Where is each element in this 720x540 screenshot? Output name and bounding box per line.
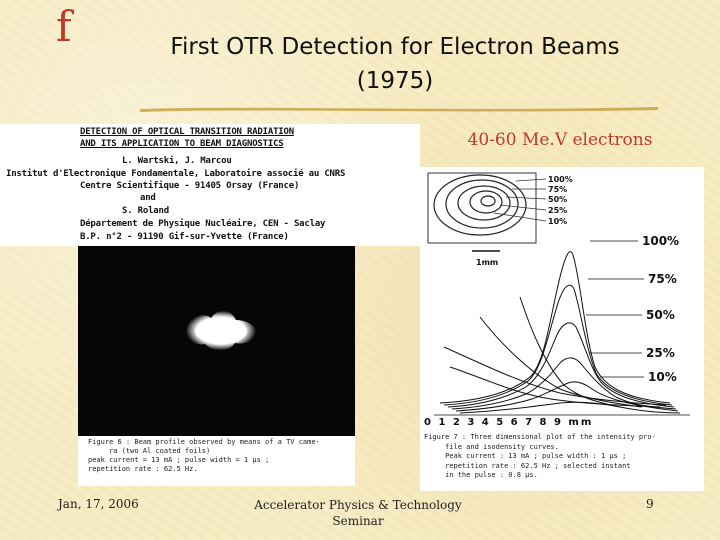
beam-profile-photo (78, 246, 355, 436)
level-label: 25% (646, 346, 675, 360)
contour-label: 25% (548, 206, 567, 215)
paper-header-scan: DETECTION OF OPTICAL TRANSITION RADIATIO… (0, 124, 420, 246)
contour-label: 75% (548, 185, 567, 194)
isodensity-contours (433, 174, 527, 236)
intensity-3d-plot: 100% 75% 50% 25% 10% 1mm (424, 172, 690, 428)
level-labels: 100% 75% 50% 25% 10% (642, 234, 679, 384)
paper-authors: L. Wartski, J. Marcou (122, 156, 232, 166)
contour-leader-lines (493, 178, 547, 222)
level-lines (586, 240, 644, 378)
paper-affiliation-1: Institut d'Electronique Fondamentale, La… (6, 169, 346, 179)
paper-author-3: S. Roland (122, 206, 169, 216)
level-label: 100% (642, 234, 679, 248)
paper-affiliation-4: B.P. n°2 - 91190 Gif-sur-Yvette (France) (80, 232, 289, 242)
contour-label: 50% (548, 195, 567, 204)
paper-and: and (140, 193, 156, 203)
slide-title: First OTR Detection for Electron Beams (… (170, 34, 620, 94)
level-label: 10% (648, 370, 677, 384)
level-label: 75% (648, 272, 677, 286)
figure-6-caption: Figure 6 : Beam profile observed by mean… (88, 438, 320, 473)
logo-glyph: f (56, 2, 72, 51)
page-number: 9 (646, 497, 654, 511)
contour-box (427, 172, 537, 244)
paper-title-line1: DETECTION OF OPTICAL TRANSITION RADIATIO… (80, 127, 294, 137)
figure-7-caption: Figure 7 : Three dimensional plot of the… (424, 433, 656, 479)
contour-label: 10% (548, 217, 567, 226)
contour-labels: 100% 75% 50% 25% 10% (548, 175, 573, 226)
level-label: 50% (646, 308, 675, 322)
scale-label: 1mm (476, 258, 498, 267)
x-axis-label: 0 1 2 3 4 5 6 7 8 9 mm (424, 417, 593, 428)
paper-affiliation-3: Département de Physique Nucléaire, CEN -… (80, 219, 326, 229)
paper-affiliation-2: Centre Scientifique - 91405 Orsay (Franc… (80, 181, 300, 191)
intensity-profile-curves (439, 251, 681, 414)
electron-energy-caption: 40-60 Me.V electrons (467, 130, 653, 150)
footer-date: Jan, 17, 2006 (58, 497, 139, 511)
contour-label: 100% (548, 175, 573, 184)
paper-title-line2: AND ITS APPLICATION TO BEAM DIAGNOSTICS (80, 139, 284, 149)
figure-7-frame: 100% 75% 50% 25% 10% 1mm (420, 167, 704, 491)
footer-seminar: Accelerator Physics & Technology Seminar (254, 498, 462, 528)
title-underline (140, 107, 658, 112)
figure-6-frame: Figure 6 : Beam profile observed by mean… (78, 246, 355, 486)
